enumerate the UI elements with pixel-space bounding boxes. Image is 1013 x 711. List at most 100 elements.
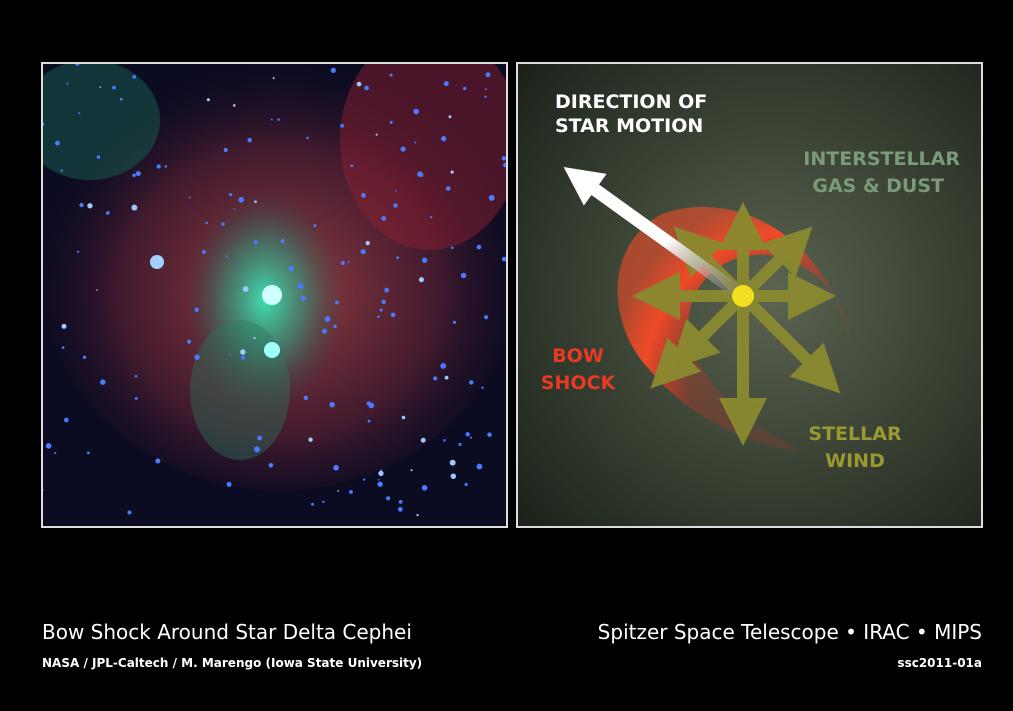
- star-dot: [100, 379, 106, 385]
- star-dot: [485, 88, 487, 90]
- star-dot: [451, 473, 456, 478]
- star-dot: [306, 137, 309, 140]
- star-dot: [127, 510, 131, 514]
- star-dot: [333, 465, 339, 471]
- star-dot: [440, 363, 446, 369]
- star-dot: [445, 376, 449, 380]
- star-dot: [395, 190, 397, 192]
- star-dot: [257, 436, 262, 441]
- star-dot: [61, 169, 63, 171]
- star-dot: [46, 443, 52, 449]
- star-dot: [189, 197, 191, 199]
- star-dot: [502, 257, 507, 262]
- star-dot: [194, 354, 199, 359]
- star-dot: [254, 446, 260, 452]
- star-dot: [377, 315, 380, 318]
- star-dot: [386, 496, 390, 500]
- star-dot: [79, 203, 83, 207]
- star-dot: [135, 375, 138, 378]
- star: [732, 285, 754, 307]
- star-dot: [489, 195, 495, 201]
- star-dot: [443, 439, 446, 442]
- star-dot: [243, 286, 249, 292]
- star-dot: [363, 478, 365, 480]
- star-dot: [77, 251, 79, 253]
- star-dot: [398, 507, 403, 512]
- star-dot: [288, 266, 293, 271]
- star-dot: [361, 249, 366, 254]
- star-dot: [155, 458, 160, 463]
- star-dot: [233, 104, 236, 107]
- star-dot: [487, 432, 492, 437]
- star-dot: [419, 277, 424, 282]
- star-dot: [304, 396, 309, 401]
- star-dot: [396, 256, 399, 259]
- star-dot: [481, 387, 483, 389]
- star-dot: [226, 255, 228, 257]
- star-dot: [380, 309, 383, 312]
- star-dot: [451, 246, 454, 249]
- star-dot: [240, 349, 246, 355]
- star-dot: [477, 245, 482, 250]
- star-dot: [277, 118, 280, 121]
- star-dot: [417, 171, 423, 177]
- star-dot: [446, 186, 451, 191]
- star-dot: [430, 216, 432, 218]
- star-dot: [87, 203, 92, 208]
- star-dot: [381, 216, 386, 221]
- star-dot: [484, 95, 486, 97]
- star-dot: [207, 98, 210, 101]
- star-dot: [64, 418, 69, 423]
- star-dot: [485, 72, 490, 77]
- star-dot: [271, 119, 273, 121]
- star-dot: [329, 402, 335, 408]
- star-dot: [390, 121, 393, 124]
- star-dot: [112, 86, 116, 90]
- star-dot: [202, 250, 206, 254]
- star-dot: [368, 420, 371, 423]
- star-dot: [205, 222, 207, 224]
- star-dot: [451, 170, 454, 173]
- figure: DIRECTION OFSTAR MOTION INTERSTELLARGAS …: [0, 0, 1013, 711]
- star-dot: [247, 138, 252, 143]
- star-dot: [97, 155, 101, 159]
- star-dot: [281, 239, 285, 243]
- caption-title: Bow Shock Around Star Delta Cephei: [42, 620, 412, 644]
- star-dot: [132, 174, 136, 178]
- star-dot: [349, 490, 353, 494]
- star-dot: [273, 77, 275, 79]
- star-dot: [458, 443, 461, 446]
- star-dot: [78, 112, 80, 114]
- star-dot: [238, 197, 244, 203]
- star-dot: [422, 257, 427, 262]
- star-dot: [311, 503, 314, 506]
- star-dot: [313, 224, 316, 227]
- star-dot: [464, 483, 467, 486]
- star-dot: [382, 300, 386, 304]
- star-dot: [322, 329, 327, 334]
- star-dot: [413, 109, 419, 115]
- star-dot: [83, 356, 86, 359]
- star-dot: [254, 240, 258, 244]
- star-dot: [441, 136, 446, 141]
- star-dot: [414, 141, 416, 143]
- star-dot: [453, 321, 456, 324]
- star-dot: [361, 193, 366, 198]
- star-dot: [136, 171, 141, 176]
- star-dot: [224, 148, 228, 152]
- star-dot: [135, 397, 138, 400]
- star-dot: [100, 86, 102, 88]
- star-dot: [401, 146, 406, 151]
- star-dot: [227, 482, 232, 487]
- star-dot: [357, 82, 362, 87]
- star-dot: [62, 346, 65, 349]
- star-dot: [377, 482, 382, 487]
- star-dot: [132, 75, 136, 79]
- star-dot: [335, 301, 339, 305]
- star-dot: [96, 289, 98, 291]
- star-dot: [367, 401, 371, 405]
- star-dot: [463, 87, 466, 90]
- caption-credit: NASA / JPL-Caltech / M. Marengo (Iowa St…: [42, 656, 422, 670]
- star-dot: [229, 354, 231, 356]
- star-dot: [402, 416, 406, 420]
